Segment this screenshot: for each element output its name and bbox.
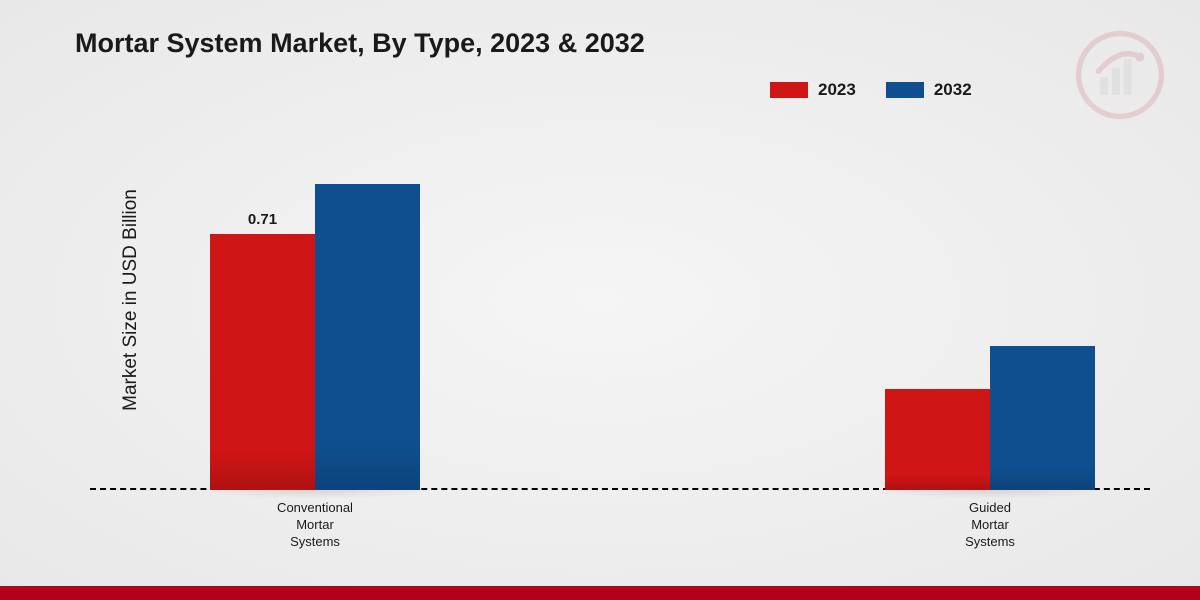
legend-swatch-2032: [886, 82, 924, 98]
legend-item-2023: 2023: [770, 80, 856, 100]
bar-value-label: 0.71: [248, 211, 277, 228]
x-tick-label: ConventionalMortarSystems: [277, 500, 353, 551]
legend-swatch-2023: [770, 82, 808, 98]
legend-item-2032: 2032: [886, 80, 972, 100]
bar-2032: [990, 346, 1095, 490]
bar-2023: [210, 234, 315, 490]
chart-container: Mortar System Market, By Type, 2023 & 20…: [0, 0, 1200, 600]
bar-2023: [885, 389, 990, 490]
x-tick-label: GuidedMortarSystems: [965, 500, 1015, 551]
footer-bar: [0, 586, 1200, 600]
legend-label-2032: 2032: [934, 80, 972, 100]
plot-area: 0.71: [90, 130, 1150, 490]
legend-label-2023: 2023: [818, 80, 856, 100]
legend: 2023 2032: [770, 80, 972, 100]
bar-2032: [315, 184, 420, 490]
chart-title: Mortar System Market, By Type, 2023 & 20…: [75, 28, 645, 59]
watermark-icon: [1075, 30, 1165, 120]
